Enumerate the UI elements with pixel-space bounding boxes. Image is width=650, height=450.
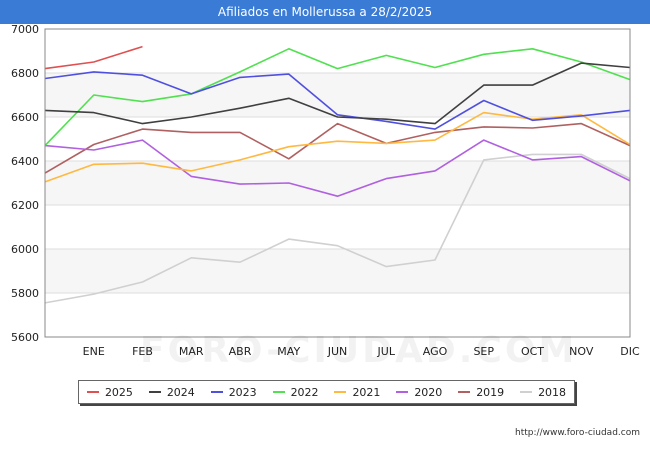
legend-item-2025: 2025	[86, 385, 133, 399]
x-tick-label: ENE	[83, 345, 105, 358]
series-line-2018	[44, 153, 631, 304]
legend-swatch	[148, 391, 161, 393]
y-tick-label: 6000	[11, 243, 39, 256]
x-tick-label: SEP	[473, 345, 494, 358]
x-tick-labels: ENE FEB MAR ABR MAY JUN JUL AGO SEP OCT NOV DIC	[83, 345, 640, 358]
legend-swatch	[86, 391, 99, 393]
legend-label: 2019	[476, 385, 505, 399]
source-url[interactable]: http://www.foro-ciudad.com	[515, 428, 640, 438]
plot-band	[45, 29, 630, 73]
legend-swatch	[272, 391, 285, 393]
y-tick-label: 6800	[11, 67, 39, 80]
plot-background	[45, 29, 630, 337]
y-tick-label: 6400	[11, 155, 39, 168]
chart-title: Afiliados en Mollerussa a 28/2/2025	[0, 0, 650, 24]
plot-frame	[44, 28, 631, 338]
series-line-2020	[44, 139, 631, 197]
legend-item-2020: 2020	[396, 386, 442, 399]
plot-band	[45, 293, 630, 337]
x-tick-label: JUL	[377, 345, 396, 358]
plot-band	[45, 205, 630, 249]
series-line-2023	[44, 71, 631, 130]
x-tick-label: ABR	[229, 345, 252, 358]
series-line-2022	[44, 48, 631, 147]
x-tick-label: MAY	[277, 345, 300, 358]
x-tick-label: AGO	[423, 345, 448, 358]
legend-swatch	[396, 391, 409, 393]
y-tick-label: 7000	[11, 24, 39, 36]
legend-label: 2023	[228, 385, 257, 399]
line-chart: ENE FEB MAR ABR MAY JUN JUL AGO SEP OCT NOV DIC 560…	[11, 24, 640, 358]
plot-band	[45, 73, 630, 117]
x-tick-label: FEB	[132, 345, 153, 358]
series-lines	[44, 45, 631, 304]
axes	[44, 28, 631, 338]
y-tick-label: 6200	[11, 199, 39, 212]
legend-swatch	[210, 391, 223, 393]
legend-label: 2025	[104, 385, 133, 399]
legend-label: 2020	[414, 385, 443, 399]
series-line-2019	[44, 122, 631, 174]
legend-item-2023: 2023	[210, 385, 257, 399]
legend-item-2024: 2024	[148, 385, 195, 399]
legend-label: 2024	[166, 385, 195, 399]
legend-item-2022: 2022	[272, 385, 319, 399]
x-tick-label: NOV	[569, 345, 594, 358]
x-tick-label: OCT	[521, 345, 544, 358]
y-tick-labels: 5600 5800 6000 6200 6400 6600 6800 7000	[11, 24, 39, 344]
legend: 2025 2024 2023 2022 2021 2020 2019 2018	[78, 380, 575, 404]
series-line-2021	[44, 111, 631, 183]
legend-label: 2018	[538, 385, 567, 399]
plot-band	[45, 161, 630, 205]
legend-label: 2022	[290, 385, 319, 399]
x-tick-label: JUN	[327, 345, 348, 358]
x-tick-label: MAR	[179, 345, 204, 358]
legend-item-2018: 2018	[520, 386, 566, 399]
legend-item-2019: 2019	[458, 386, 504, 399]
y-tick-label: 5600	[11, 331, 39, 344]
legend-label: 2021	[352, 385, 381, 399]
x-tick-label: DIC	[620, 345, 640, 358]
legend-swatch	[458, 391, 471, 393]
y-tick-label: 6600	[11, 111, 39, 124]
y-tick-label: 5800	[11, 287, 39, 300]
watermark: FORO-CIUDAD.COM	[140, 330, 578, 371]
series-line-2024	[44, 62, 631, 125]
legend-item-2021: 2021	[334, 386, 380, 399]
legend-swatch	[334, 391, 347, 393]
plot-band	[45, 249, 630, 293]
legend-swatch	[520, 391, 533, 393]
series-line-2025	[44, 45, 143, 70]
